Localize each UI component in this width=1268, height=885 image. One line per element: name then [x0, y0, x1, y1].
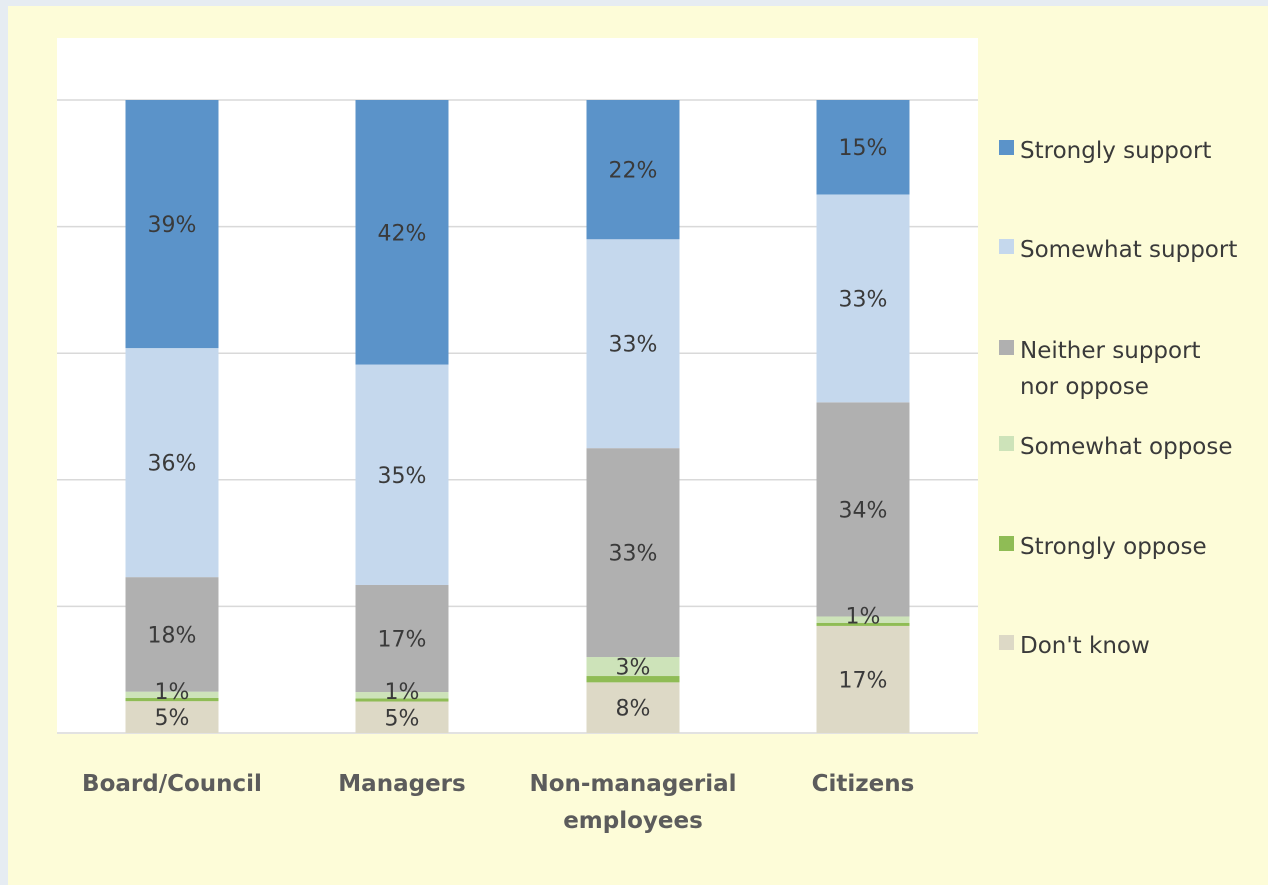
data-label: 5%: [155, 706, 190, 731]
bar-citizens-strongly-support: [816, 100, 910, 195]
data-label: 15%: [839, 136, 888, 161]
bar-non-managerial-employees-strongly-oppose: [586, 676, 680, 683]
legend-label-somewhat-support: Somewhat support: [1020, 237, 1237, 263]
legend-label-strongly-support: Strongly support: [1020, 138, 1211, 164]
data-label: 39%: [148, 213, 197, 238]
bar-non-managerial-employees-neither-support-nor-oppose: [586, 448, 680, 658]
data-label: 5%: [385, 706, 420, 731]
bar-board-council-strongly-oppose: [125, 698, 219, 702]
bar-non-managerial-employees-somewhat-oppose: [586, 657, 680, 677]
bar-non-managerial-employees-somewhat-support: [586, 239, 680, 449]
bar-managers-somewhat-support: [355, 364, 449, 585]
legend-swatch-don-t-know: [999, 635, 1014, 650]
data-label: 17%: [839, 668, 888, 693]
legend-swatch-strongly-oppose: [999, 536, 1014, 551]
data-label: 3%: [616, 656, 651, 681]
bar-board-council-neither-support-nor-oppose: [125, 577, 219, 692]
x-axis-label: Non-managerial: [529, 771, 736, 797]
bar-managers-somewhat-oppose: [355, 692, 449, 699]
x-axis-label: employees: [563, 808, 703, 834]
data-label: 33%: [839, 287, 888, 312]
data-label: 33%: [609, 542, 658, 567]
legend-swatch-neither-support-nor-oppose: [999, 340, 1014, 355]
bar-citizens-somewhat-support: [816, 194, 910, 403]
bar-managers-strongly-oppose: [355, 698, 449, 702]
bar-managers-neither-support-nor-oppose: [355, 584, 449, 693]
bar-board-council-somewhat-oppose: [125, 691, 219, 699]
bar-board-council-somewhat-support: [125, 348, 219, 578]
data-label: 1%: [155, 680, 190, 705]
legend-label-neither-support-nor-oppose: Neither support: [1020, 338, 1201, 364]
bar-board-council-strongly-support: [125, 100, 219, 349]
bar-non-managerial-employees-strongly-support: [586, 100, 680, 240]
bar-non-managerial-employees-don-t-know: [586, 682, 680, 733]
legend-swatch-somewhat-support: [999, 239, 1014, 254]
data-label: 34%: [839, 498, 888, 523]
bar-citizens-neither-support-nor-oppose: [816, 402, 910, 617]
legend-label-somewhat-oppose: Somewhat oppose: [1020, 434, 1233, 460]
legend-swatch-strongly-support: [999, 140, 1014, 155]
bar-citizens-strongly-oppose: [816, 622, 910, 626]
data-label: 33%: [609, 333, 658, 358]
data-label: 1%: [846, 605, 881, 630]
bar-board-council-don-t-know: [125, 701, 219, 733]
bar-managers-strongly-support: [355, 100, 449, 365]
legend-label-don-t-know: Don't know: [1020, 633, 1150, 659]
legend-swatch-somewhat-oppose: [999, 436, 1014, 451]
bar-managers-don-t-know: [355, 701, 449, 733]
data-label: 8%: [616, 697, 651, 722]
data-label: 35%: [378, 464, 427, 489]
x-axis-label: Board/Council: [82, 771, 262, 797]
data-label: 22%: [609, 159, 658, 184]
data-label: 42%: [378, 221, 427, 246]
data-label: 1%: [385, 680, 420, 705]
data-label: 36%: [148, 452, 197, 477]
bar-citizens-somewhat-oppose: [816, 616, 910, 623]
legend-label-neither-support-nor-oppose: nor oppose: [1020, 374, 1149, 400]
data-label: 17%: [378, 628, 427, 653]
data-label: 18%: [148, 623, 197, 648]
x-axis-label: Managers: [338, 771, 465, 797]
legend-label-strongly-oppose: Strongly oppose: [1020, 534, 1207, 560]
x-axis-label: Citizens: [812, 771, 915, 797]
bar-citizens-don-t-know: [816, 625, 910, 733]
